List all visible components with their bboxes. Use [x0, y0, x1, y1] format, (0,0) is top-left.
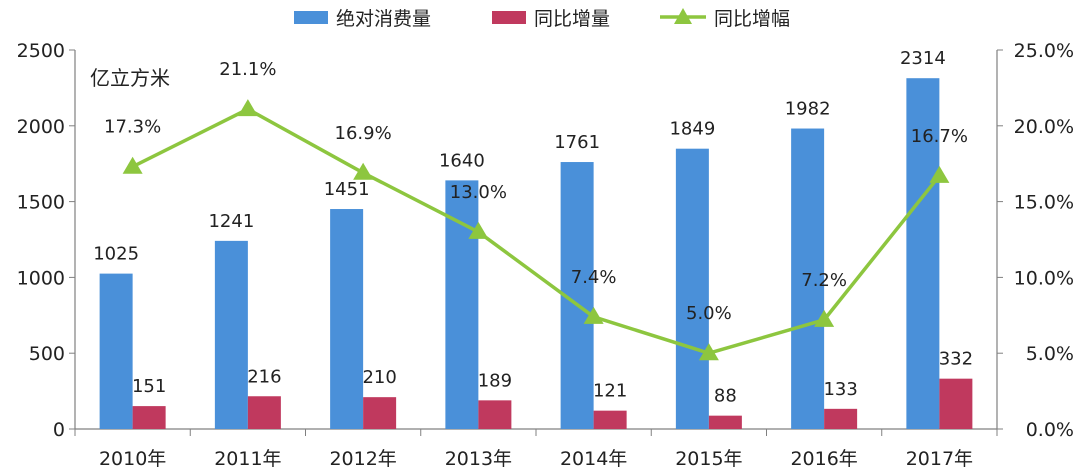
data-label-increase: 216: [247, 366, 281, 387]
bar-yoy-increase: [363, 397, 397, 429]
legend: 绝对消费量 同比增量 同比增幅: [294, 8, 790, 30]
growth-point-marker: [929, 165, 950, 183]
bar-absolute-consumption: [675, 148, 709, 430]
y-right-tick-label: 25.0%: [1014, 40, 1074, 62]
y-left-tick-label: 0: [53, 419, 65, 441]
legend-label: 绝对消费量: [336, 8, 431, 30]
y-left-tick-label: 1000: [17, 267, 65, 289]
x-tick-label: 2011年: [214, 448, 281, 470]
bar-absolute-consumption: [330, 209, 364, 429]
x-tick-label: 2017年: [906, 448, 973, 470]
data-labels: 1025 151 1241 216 1451 210 1640 189 1761 121 1849 8…: [93, 48, 973, 406]
data-label-growth: 13.0%: [450, 182, 507, 203]
x-tick-label: 2013年: [445, 448, 512, 470]
axes: 0 500 1000 1500 2000 2500 0.0% 5.0% 10.0% 15.0% 20…: [17, 40, 1074, 470]
data-label-absolute: 1849: [669, 119, 715, 140]
data-label-absolute: 1451: [324, 179, 370, 200]
y-right-tick-label: 10.0%: [1014, 267, 1074, 289]
legend-label: 同比增量: [534, 8, 610, 30]
bar-yoy-increase: [478, 400, 512, 429]
bar-yoy-increase: [593, 410, 627, 429]
legend-swatch: [294, 11, 328, 24]
data-label-growth: 5.0%: [686, 303, 732, 324]
x-tick-label: 2015年: [675, 448, 742, 470]
bar-absolute-consumption: [791, 128, 825, 429]
bar-yoy-increase: [132, 406, 166, 429]
data-label-absolute: 1025: [93, 244, 139, 265]
bars: [99, 78, 973, 430]
y-right-tick-label: 20.0%: [1014, 116, 1074, 138]
y-right-tick-label: 0.0%: [1026, 419, 1074, 441]
data-label-growth: 16.9%: [335, 123, 392, 144]
bar-absolute-consumption: [214, 240, 248, 429]
data-label-absolute: 1982: [785, 99, 831, 120]
growth-point-marker: [122, 156, 143, 174]
x-tick-label: 2010年: [99, 448, 166, 470]
growth-point-marker: [814, 309, 835, 327]
data-label-increase: 133: [823, 379, 857, 400]
data-label-growth: 7.4%: [571, 267, 617, 288]
data-label-increase: 210: [362, 367, 396, 388]
growth-point-marker: [237, 99, 258, 117]
data-label-increase: 88: [714, 386, 737, 407]
growth-line: [122, 99, 950, 361]
growth-point-marker: [353, 162, 374, 180]
y-right-tick-label: 5.0%: [1026, 343, 1074, 365]
growth-point-marker: [583, 306, 604, 324]
legend-swatch: [492, 11, 526, 24]
x-tick-label: 2012年: [329, 448, 396, 470]
data-label-growth: 7.2%: [801, 270, 847, 291]
legend-label: 同比增幅: [714, 8, 790, 30]
y-left-tick-label: 2000: [17, 116, 65, 138]
legend-marker: [674, 8, 692, 24]
data-label-absolute: 1640: [439, 150, 485, 171]
bar-yoy-increase: [824, 408, 858, 429]
data-label-increase: 189: [478, 370, 512, 391]
growth-line-path: [131, 107, 941, 355]
x-tick-label: 2016年: [790, 448, 857, 470]
data-label-increase: 332: [939, 349, 973, 370]
data-label-increase: 151: [132, 376, 166, 397]
y-left-tick-label: 2500: [17, 40, 65, 62]
bar-absolute-consumption: [99, 273, 133, 429]
bar-yoy-increase: [708, 415, 742, 429]
bar-yoy-increase: [939, 378, 973, 429]
data-label-absolute: 2314: [900, 48, 946, 69]
data-label-growth: 17.3%: [104, 117, 161, 138]
y-right-tick-label: 15.0%: [1014, 192, 1074, 214]
data-label-growth: 16.7%: [911, 126, 968, 147]
x-tick-label: 2014年: [560, 448, 627, 470]
y-left-tick-label: 500: [29, 343, 65, 365]
unit-label: 亿立方米: [90, 66, 170, 90]
growth-point-marker: [698, 343, 719, 361]
growth-point-marker: [468, 221, 489, 239]
y-left-tick-label: 1500: [17, 192, 65, 214]
data-label-increase: 121: [593, 381, 627, 402]
bar-yoy-increase: [247, 396, 281, 429]
data-label-growth: 21.1%: [219, 59, 276, 80]
bar-absolute-consumption: [906, 78, 940, 429]
data-label-absolute: 1241: [208, 211, 254, 232]
data-label-absolute: 1761: [554, 132, 600, 153]
